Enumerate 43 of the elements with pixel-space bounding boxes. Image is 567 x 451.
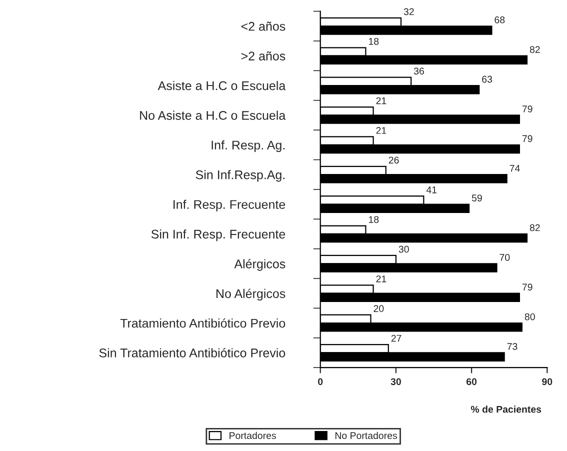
data-label: 74 <box>510 164 520 172</box>
data-label: 36 <box>414 68 424 75</box>
data-label: 79 <box>522 105 532 112</box>
x-tick-label: 60 <box>466 378 477 386</box>
y-tick-label: <2 años <box>241 22 286 31</box>
data-label: 27 <box>391 334 402 342</box>
legend-label: No Portadores <box>335 432 398 440</box>
data-label: 79 <box>522 135 532 142</box>
data-label: 30 <box>398 246 409 253</box>
data-label: 41 <box>426 186 437 194</box>
x-tick-label: 30 <box>390 378 401 386</box>
data-label: 21 <box>376 127 386 134</box>
y-tick-label: Inf. Resp. Frecuente <box>174 200 286 212</box>
legend-label: Portadores <box>230 432 276 440</box>
data-label: 26 <box>388 156 399 164</box>
data-label: 32 <box>404 8 414 16</box>
data-label: 59 <box>472 194 482 202</box>
y-tick-label: Asiste a H.C o Escuela <box>158 80 286 90</box>
data-label: 21 <box>376 275 386 282</box>
x-tick-label: 90 <box>542 378 552 386</box>
y-tick-label: No Alérgicos <box>216 288 286 301</box>
data-label: 70 <box>500 254 510 261</box>
data-label: 82 <box>530 224 540 232</box>
y-tick-label: Sin Inf.Resp.Ag. <box>196 170 284 182</box>
x-tick-label: 0 <box>318 378 323 386</box>
data-label: 20 <box>374 305 384 312</box>
data-label: 21 <box>376 97 386 104</box>
y-tick-label: Inf. Resp. Ag. <box>212 140 284 152</box>
data-label: 63 <box>482 76 492 83</box>
data-label: 80 <box>524 313 535 320</box>
data-label: 73 <box>507 343 518 350</box>
y-tick-label: No Asiste a H.C o Escuela <box>140 110 286 120</box>
x-axis-title: % de Pacientes <box>470 406 542 413</box>
y-tick-label: Alérgicos <box>234 259 286 271</box>
data-label: 18 <box>368 38 379 45</box>
data-label: 79 <box>522 284 532 291</box>
y-tick-label: Tratamiento Antibiótico Previo <box>120 318 286 328</box>
y-tick-label: Sin Tratamiento Antibiótico Previo <box>99 348 286 358</box>
data-label: 82 <box>530 46 540 53</box>
y-tick-label: >2 años <box>241 51 286 60</box>
data-label: 18 <box>368 216 379 223</box>
y-tick-label: Sin Inf. Resp. Frecuente <box>151 229 286 242</box>
data-label: 68 <box>494 16 505 24</box>
